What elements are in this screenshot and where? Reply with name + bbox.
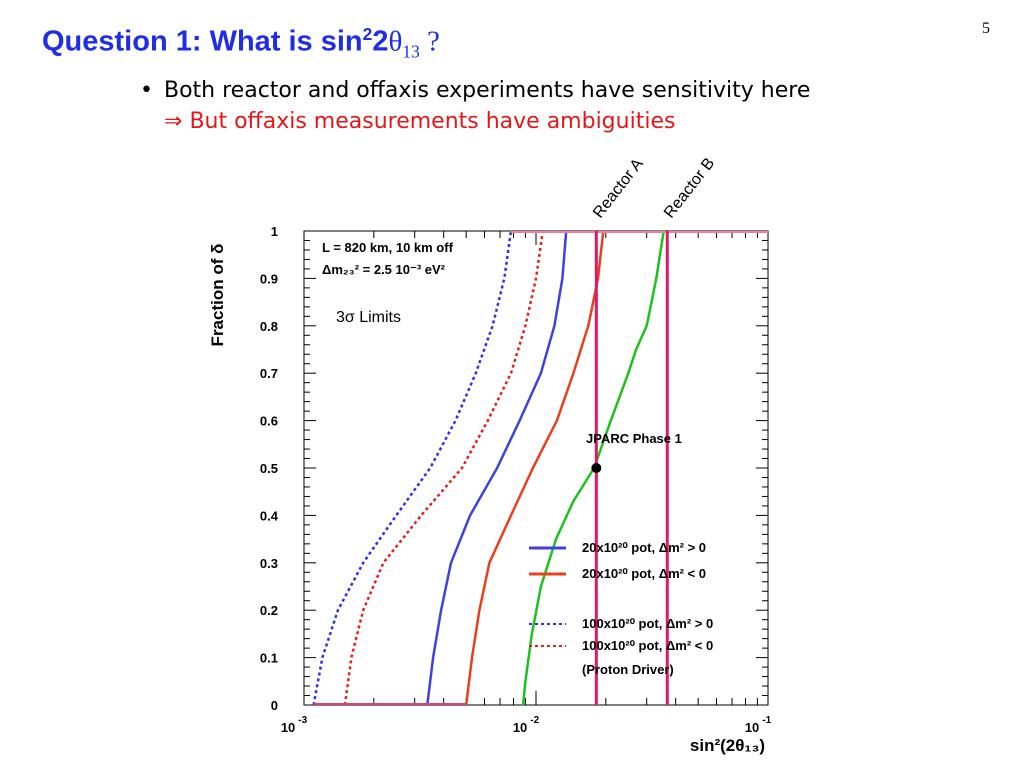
curve-3 <box>464 230 605 706</box>
y-tick-label: 0.7 <box>260 366 278 381</box>
curve-0 <box>312 230 513 706</box>
legend-label-4: (Proton Driver) <box>582 662 674 677</box>
curve-1 <box>343 230 545 706</box>
curve-2 <box>426 230 568 706</box>
legend-label-1: 20x10²⁰ pot, Δm² < 0 <box>582 566 706 581</box>
title-sup: 2 <box>362 24 373 44</box>
bullet-dot-icon: • <box>140 78 153 103</box>
slide-number: 5 <box>982 20 990 37</box>
legend-label-3: 100x10²⁰ pot, Δm² < 0 <box>582 638 713 653</box>
y-axis-label: Fraction of δ <box>208 244 227 347</box>
info-line-1: L = 820 km, 10 km off <box>322 240 454 255</box>
title-main: Question 1: What is sin <box>42 25 363 58</box>
legend-label-0: 20x10²⁰ pot, Δm² > 0 <box>582 540 706 555</box>
jparc-point-label: JPARC Phase 1 <box>586 431 682 446</box>
title-sub: 13 <box>402 41 420 62</box>
y-tick-label: 0.1 <box>260 651 278 666</box>
reactor-label-0: Reactor A <box>590 155 647 221</box>
y-tick-label: 0.9 <box>260 271 278 286</box>
x-tick-label: 10 -2 <box>513 715 540 735</box>
x-tick-label: 10 -1 <box>745 715 772 735</box>
y-tick-label: 1 <box>271 224 278 239</box>
info-line-2: Δm₂₃² = 2.5 10⁻³ eV² <box>322 262 446 277</box>
y-tick-label: 0.4 <box>260 508 279 523</box>
title-mid: 2 <box>372 25 389 58</box>
implies-arrow-icon: ⇒ <box>164 109 183 134</box>
slide-title: Question 1: What is sin22θ13 ? <box>42 24 440 62</box>
y-tick-label: 0.3 <box>260 556 278 571</box>
y-tick-label: 0 <box>271 698 278 713</box>
y-tick-label: 0.2 <box>260 603 278 618</box>
y-tick-label: 0.5 <box>260 461 278 476</box>
reactor-label-1: Reactor B <box>661 155 718 222</box>
implication-line: ⇒ But offaxis measurements have ambiguit… <box>164 109 675 134</box>
title-theta: θ <box>388 25 403 58</box>
jparc-point-marker <box>591 463 602 473</box>
legend-label-2: 100x10²⁰ pot, Δm² > 0 <box>582 616 713 631</box>
plot-frame <box>303 230 769 706</box>
title-end: ? <box>419 25 440 58</box>
limits-label: 3σ Limits <box>336 309 401 326</box>
bullet-text: Both reactor and offaxis experiments hav… <box>164 78 811 103</box>
implication-text: But offaxis measurements have ambiguitie… <box>189 109 676 134</box>
y-tick-label: 0.8 <box>260 319 278 334</box>
x-axis-label: sin²(2θ₁₃) <box>690 736 765 755</box>
x-tick-label: 10 -3 <box>281 715 308 735</box>
y-tick-label: 0.6 <box>260 414 278 429</box>
bullet-point: • Both reactor and offaxis experiments ha… <box>140 78 810 103</box>
